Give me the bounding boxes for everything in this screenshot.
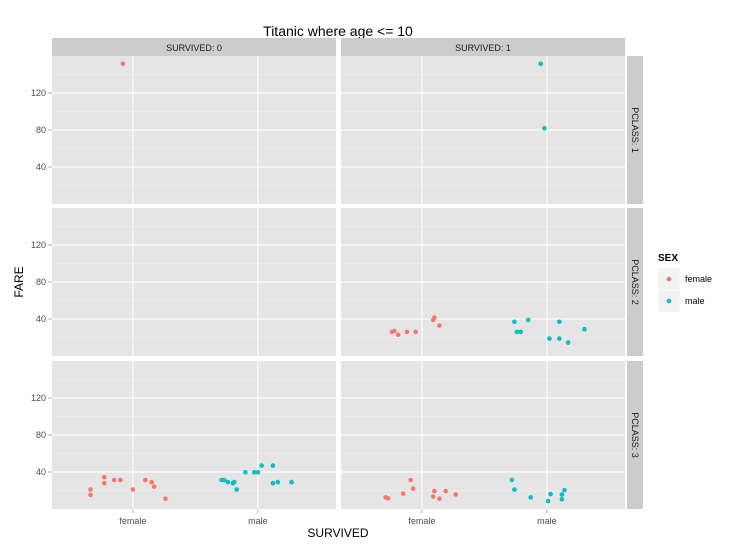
data-point-male [221,477,227,483]
y-tick-label: 120 [31,393,46,403]
y-tick-label: 40 [36,162,46,172]
facet-strip-row-2 [627,208,643,356]
data-point-female [143,477,148,483]
data-point-male [259,463,264,468]
data-point-female [101,480,107,486]
facet-strip-label-col-0: SURVIVED: 0 [166,43,222,53]
y-tick-label: 80 [36,277,46,287]
facet-strip-label-row-2: PCLASS: 2 [630,259,640,305]
data-point-male [582,326,587,332]
facet-strip-col-1 [341,38,625,56]
data-point-male [528,495,533,500]
data-point-female [404,329,410,335]
data-point-female [453,492,459,497]
data-point-female [88,487,93,492]
data-point-female [111,477,117,483]
data-point-male [251,470,257,475]
data-point-male [545,498,551,504]
data-point-male [225,479,231,485]
data-point-female [432,488,437,494]
data-point-male [518,329,523,335]
legend-label-male: male [685,296,705,306]
data-point-male [562,487,567,493]
x-tick-label: male [248,516,268,526]
data-point-female [408,477,414,483]
data-point-female [130,487,136,492]
data-point-male [234,487,239,492]
data-point-female [118,477,123,483]
data-point-male [270,480,276,486]
facet-strip-label-row-1: PCLASS: 1 [630,107,640,153]
legend-title: SEX [658,253,678,264]
data-point-male [548,491,553,497]
facet-strip-label-row-3: PCLASS: 3 [630,412,640,458]
data-point-male [275,479,281,485]
data-point-male [542,125,547,131]
data-point-male [231,479,237,485]
y-tick-label: 40 [36,467,46,477]
data-point-female [88,492,93,498]
y-axis-title: FARE [12,266,26,297]
data-point-female [443,488,449,494]
legend: SEX female male [657,253,712,313]
data-point-male [509,477,515,483]
data-point-male [243,470,248,475]
chart-title: Titanic where age <= 10 [263,23,413,39]
data-point-male [557,336,562,341]
data-point-male [547,336,552,341]
data-point-female [392,328,397,334]
x-tick-label: female [408,516,435,526]
facet-strip-row-3 [627,361,643,509]
data-point-male [559,492,565,497]
data-point-male [525,317,531,323]
data-point-male [559,497,565,502]
data-point-male [557,319,562,325]
data-point-female [413,329,419,335]
data-point-male [289,479,294,485]
data-point-female [163,496,168,502]
data-point-female [437,496,442,502]
data-point-male [512,487,517,492]
x-tick-label: female [119,516,146,526]
data-point-female [432,315,437,320]
x-tick-label: male [537,516,557,526]
facet-strip-label-col-1: SURVIVED: 1 [455,43,511,53]
data-point-male [538,61,543,67]
y-tick-label: 40 [36,314,46,324]
data-point-female [120,61,126,67]
y-tick-label: 120 [31,240,46,250]
data-point-female [101,474,107,480]
data-point-male [512,319,517,325]
y-tick-label: 80 [36,125,46,135]
y-tick-label: 80 [36,430,46,440]
y-tick-label: 120 [31,88,46,98]
data-point-female [437,323,442,328]
data-point-female [430,494,436,499]
data-point-female [151,484,157,489]
facet-strip-row-1 [627,56,643,204]
data-point-female [400,491,406,496]
data-point-male [255,470,261,475]
x-axis-title: SURVIVED [307,526,368,540]
data-point-male [514,329,520,335]
data-point-female [385,496,391,501]
data-point-male [270,463,276,468]
facet-strip-col-0 [52,38,336,56]
legend-swatch-female [666,276,672,282]
data-point-female [149,479,154,485]
legend-swatch-male [666,298,672,304]
panels-layer: SURVIVED: 0 SURVIVED: 1 PCLASS: 1 PCLASS: 2… [31,38,643,526]
data-point-female [410,486,416,491]
legend-label-female: female [685,274,712,284]
data-point-female [395,332,401,338]
data-point-male [565,340,571,345]
